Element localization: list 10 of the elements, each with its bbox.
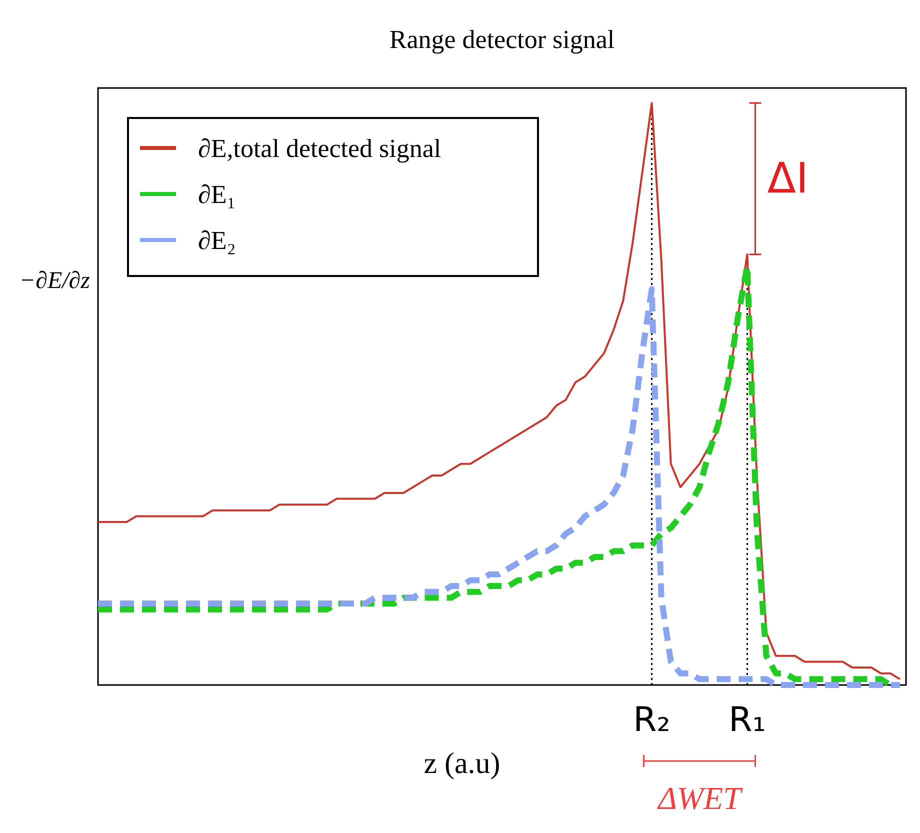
x-axis-title: z (a.u) — [424, 747, 500, 780]
text: ΔWET — [656, 780, 744, 816]
legend-label: ∂E,total detected signal — [198, 134, 442, 163]
legend-label: ∂E₂ — [198, 226, 236, 255]
y-axis-title: −∂E/∂z — [19, 268, 91, 294]
x-tick-label: R₁ — [728, 700, 766, 740]
x-tick-label: R₂ — [633, 700, 670, 740]
legend-label: ∂E₁ — [198, 180, 236, 209]
chart-title: Range detector signal — [389, 25, 615, 54]
annotation: ΔI — [767, 154, 808, 203]
